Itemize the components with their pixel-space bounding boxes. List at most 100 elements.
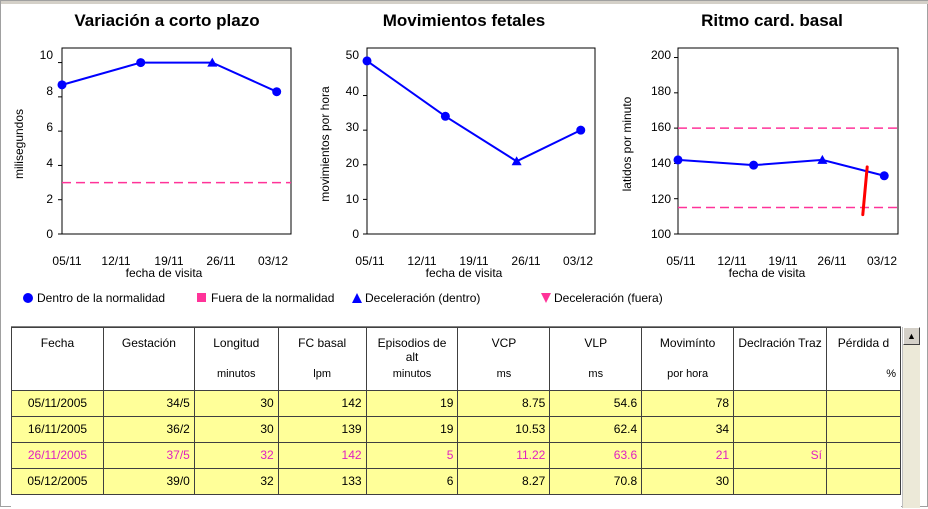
data-point — [576, 125, 586, 135]
x-tick-label: 03/12 — [867, 254, 897, 268]
cell-episodios[interactable]: 5 — [365, 441, 459, 469]
cell-fecha[interactable]: 05/11/2005 — [11, 389, 104, 417]
data-point — [362, 56, 372, 66]
data-point — [136, 58, 146, 68]
header-unit — [102, 364, 195, 391]
y-tick-label: 20 — [346, 156, 360, 170]
table-row[interactable]: 05/11/2005 34/5 30 142 19 8.75 54.6 78 — [11, 389, 901, 417]
header-perdida[interactable]: Pérdida d — [825, 327, 901, 364]
legend-circle-marker-icon — [23, 293, 33, 303]
cell-fecha[interactable]: 26/11/2005 — [11, 441, 104, 469]
cell-longitud[interactable]: 32 — [193, 467, 279, 495]
header-fecha[interactable]: Fecha — [11, 327, 104, 364]
y-tick-label: 180 — [651, 84, 671, 98]
cell-perdida[interactable] — [825, 415, 901, 443]
chart-title: Movimientos fetales — [383, 11, 546, 30]
cell-vcp[interactable]: 8.75 — [457, 389, 551, 417]
y-axis-label: latidos por minuto — [620, 96, 634, 191]
legend-square-marker-icon — [197, 293, 206, 302]
scroll-up-arrow-icon[interactable]: ▲ — [903, 327, 920, 345]
y-tick-label: 50 — [346, 48, 360, 62]
header-episodios[interactable]: Episodios de alt — [365, 327, 459, 364]
cell-episodios[interactable]: 19 — [365, 389, 459, 417]
legend: Dentro de la normalidad Fuera de la norm… — [23, 291, 663, 305]
cell-movimiento[interactable]: 21 — [641, 441, 735, 469]
y-tick-label: 2 — [46, 192, 53, 206]
x-tick-labels: 05/11 12/11 19/11 26/11 03/12 — [52, 254, 288, 268]
cell-fecha[interactable]: 16/11/2005 — [11, 415, 104, 443]
cell-longitud[interactable]: 32 — [193, 441, 279, 469]
y-tick-label: 0 — [46, 227, 53, 241]
cell-gestacion[interactable]: 34/5 — [102, 389, 195, 417]
header-unit: ms — [457, 364, 551, 391]
header-movimiento[interactable]: Movimínto — [641, 327, 735, 364]
x-tick-labels: 05/11 12/11 19/11 26/11 03/12 — [666, 254, 897, 268]
x-axis-label: fecha de visita — [426, 266, 503, 280]
cell-deceleracion[interactable] — [733, 415, 827, 443]
legend-triangle-up-marker-icon — [352, 293, 362, 303]
header-vcp[interactable]: VCP — [457, 327, 551, 364]
y-tick-label: 0 — [352, 227, 359, 241]
cell-deceleracion[interactable] — [733, 389, 827, 417]
header-vlp[interactable]: VLP — [549, 327, 643, 364]
cell-vcp[interactable]: 10.53 — [457, 415, 551, 443]
vertical-scrollbar[interactable]: ▲ — [902, 327, 920, 508]
x-tick-labels: 05/11 12/11 19/11 26/11 03/12 — [355, 254, 593, 268]
cell-longitud[interactable]: 30 — [193, 389, 279, 417]
cell-fc-basal[interactable]: 133 — [277, 467, 367, 495]
visits-table: Fecha Gestación Longitud FC basal Episod… — [11, 326, 901, 509]
x-tick-label: 26/11 — [817, 254, 846, 268]
y-tick-labels: 100 120 140 160 180 200 — [651, 48, 671, 241]
cell-perdida[interactable] — [825, 389, 901, 417]
cell-perdida[interactable] — [825, 467, 901, 495]
y-tick-label: 160 — [651, 120, 671, 134]
cell-fc-basal[interactable]: 139 — [277, 415, 367, 443]
cell-deceleracion[interactable]: Sí — [733, 441, 827, 469]
legend-label: Fuera de la normalidad — [211, 291, 334, 305]
cell-vlp[interactable]: 62.4 — [549, 415, 643, 443]
cell-fecha[interactable]: 05/12/2005 — [11, 467, 104, 495]
y-tick-label: 200 — [651, 48, 671, 62]
series-line — [677, 158, 885, 177]
cell-vlp[interactable]: 63.6 — [549, 441, 643, 469]
x-tick-label: 19/11 — [459, 254, 488, 268]
cell-movimiento[interactable]: 34 — [641, 415, 735, 443]
series-line — [61, 61, 278, 93]
y-tick-label: 4 — [46, 156, 53, 170]
table-row-highlighted[interactable]: 26/11/2005 37/5 32 142 5 11.22 63.6 21 S… — [11, 441, 901, 469]
cell-vcp[interactable]: 11.22 — [457, 441, 551, 469]
cell-gestacion[interactable]: 36/2 — [102, 415, 195, 443]
header-gestacion[interactable]: Gestación — [102, 327, 195, 364]
chart-movimientos: Movimientos fetales movimientos por hora… — [318, 11, 596, 280]
header-deceleracion[interactable]: Declración Traz — [733, 327, 827, 364]
cell-deceleracion[interactable] — [733, 467, 827, 495]
data-point — [440, 111, 450, 121]
cell-episodios[interactable]: 6 — [365, 467, 459, 495]
data-point — [272, 87, 282, 97]
header-unit: por hora — [641, 364, 735, 391]
cell-gestacion[interactable]: 37/5 — [102, 441, 195, 469]
x-tick-label: 26/11 — [206, 254, 235, 268]
cell-episodios[interactable]: 19 — [365, 415, 459, 443]
x-tick-label: 05/11 — [666, 254, 695, 268]
table-row[interactable]: 05/12/2005 39/0 32 133 6 8.27 70.8 30 — [11, 467, 901, 495]
data-point — [57, 80, 67, 90]
header-fc-basal[interactable]: FC basal — [277, 327, 367, 364]
cell-movimiento[interactable]: 78 — [641, 389, 735, 417]
data-point — [879, 171, 889, 181]
cell-vlp[interactable]: 70.8 — [549, 467, 643, 495]
cell-movimiento[interactable]: 30 — [641, 467, 735, 495]
cell-longitud[interactable]: 30 — [193, 415, 279, 443]
cell-vcp[interactable]: 8.27 — [457, 467, 551, 495]
cell-perdida[interactable] — [825, 441, 901, 469]
cell-vlp[interactable]: 54.6 — [549, 389, 643, 417]
data-point — [207, 57, 218, 67]
header-longitud[interactable]: Longitud — [193, 327, 279, 364]
annotation-mark — [861, 165, 869, 217]
data-point — [673, 155, 683, 165]
table-row[interactable]: 16/11/2005 36/2 30 139 19 10.53 62.4 34 — [11, 415, 901, 443]
cell-fc-basal[interactable]: 142 — [277, 441, 367, 469]
cell-fc-basal[interactable]: 142 — [277, 389, 367, 417]
cell-gestacion[interactable]: 39/0 — [102, 467, 195, 495]
